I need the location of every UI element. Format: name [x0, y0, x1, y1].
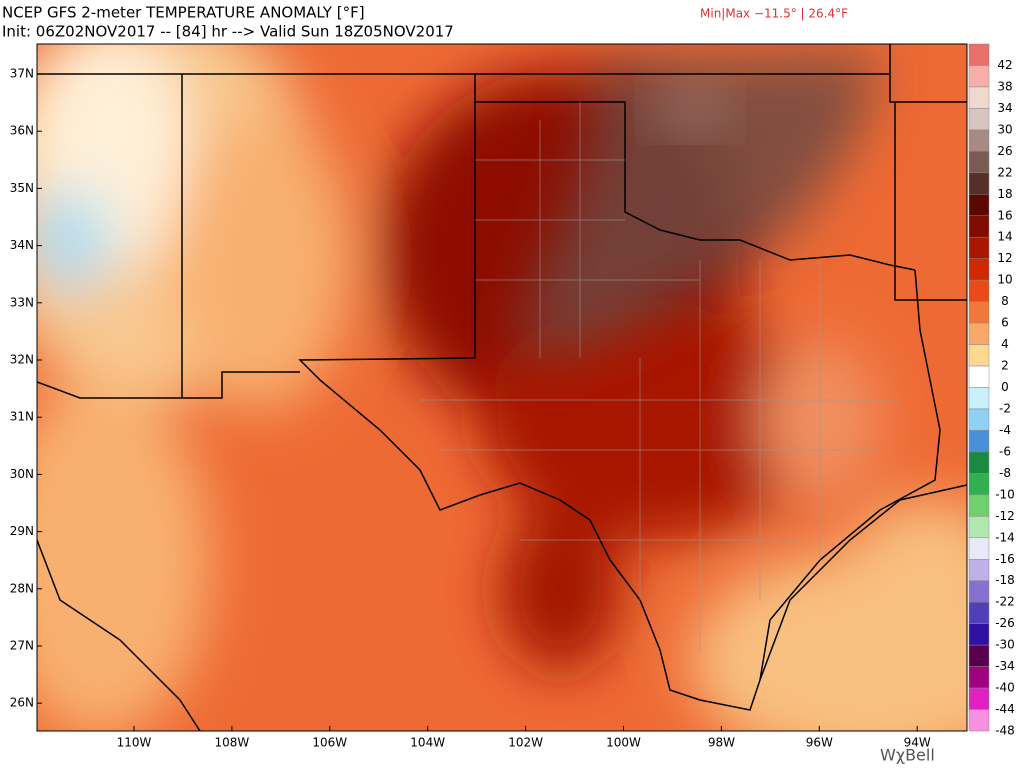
colorbar-label: 26 [997, 144, 1012, 158]
longitude-label: 108W [215, 736, 250, 750]
colorbar-swatch [968, 709, 990, 732]
colorbar-swatch [968, 666, 990, 689]
colorbar-label: 12 [997, 251, 1012, 265]
colorbar-swatch [968, 601, 990, 624]
longitude-label: 100W [606, 736, 641, 750]
colorbar-label: -44 [995, 702, 1015, 716]
longitude-label: 98W [708, 736, 735, 750]
colorbar-swatch [968, 86, 990, 109]
colorbar-label: -10 [995, 487, 1015, 501]
colorbar-label: -6 [999, 444, 1011, 458]
colorbar-swatch [968, 43, 990, 66]
min-max: Min|Max −11.5° | 26.4°F [700, 7, 848, 21]
colorbar-swatch [968, 151, 990, 174]
colorbar-label: 38 [997, 79, 1012, 93]
latitude-label: 30N [10, 467, 34, 481]
latitude-label: 28N [10, 581, 34, 595]
colorbar-swatch [968, 129, 990, 152]
colorbar-label: 34 [997, 101, 1012, 115]
latitude-label: 34N [10, 238, 34, 252]
init-line: Init: 06Z02NOV2017 -- [84] hr --> Valid … [2, 23, 454, 41]
colorbar-swatch [968, 194, 990, 216]
colorbar-label: 2 [1001, 359, 1009, 373]
colorbar-label: -30 [995, 638, 1015, 652]
logo: WχBell [880, 746, 935, 765]
colorbar-swatch [968, 687, 990, 710]
latitude-label: 27N [10, 639, 34, 653]
map-frame [36, 43, 968, 732]
colorbar-swatch [968, 473, 990, 496]
colorbar-label: -34 [995, 659, 1015, 673]
colorbar-label: 22 [997, 165, 1012, 179]
longitude-label: 96W [806, 736, 833, 750]
colorbar-swatch [968, 494, 990, 517]
latitude-label: 35N [10, 181, 34, 195]
colorbar-label: -8 [999, 466, 1011, 480]
colorbar-label: 8 [1001, 294, 1009, 308]
colorbar-label: -48 [995, 724, 1015, 738]
colorbar-swatch [968, 451, 990, 474]
longitude-label: 102W [508, 736, 543, 750]
colorbar-swatch [968, 65, 990, 88]
longitude-label: 106W [312, 736, 347, 750]
colorbar-swatch [968, 258, 990, 281]
colorbar-label: -18 [995, 573, 1015, 587]
title: NCEP GFS 2-meter TEMPERATURE ANOMALY [°F… [2, 4, 365, 22]
latitude-label: 29N [10, 524, 34, 538]
colorbar-swatch [968, 108, 990, 131]
colorbar-swatch [968, 322, 990, 345]
colorbar-swatch [968, 172, 990, 195]
longitude-label: 110W [117, 736, 152, 750]
colorbar-swatch [968, 301, 990, 324]
colorbar-label: 30 [997, 122, 1012, 136]
colorbar-swatch [968, 430, 990, 453]
colorbar-label: -40 [995, 681, 1015, 695]
colorbar-label: 16 [997, 208, 1012, 222]
colorbar-swatch [968, 215, 990, 238]
longitude-label: 94W [904, 736, 931, 750]
colorbar-label: 4 [1001, 337, 1009, 351]
colorbar-swatch [968, 644, 990, 667]
colorbar-label: -22 [995, 595, 1015, 609]
colorbar-swatch [968, 408, 990, 431]
colorbar-swatch [968, 236, 990, 259]
colorbar-label: -4 [999, 423, 1011, 437]
colorbar-label: 0 [1001, 380, 1009, 394]
latitude-label: 37N [10, 67, 34, 81]
colorbar-swatch [968, 559, 990, 581]
colorbar-label: 10 [997, 273, 1012, 287]
colorbar-label: 18 [997, 187, 1012, 201]
latitude-label: 32N [10, 353, 34, 367]
colorbar-label: 42 [997, 58, 1012, 72]
colorbar-label: -12 [995, 509, 1015, 523]
longitude-label: 104W [410, 736, 445, 750]
colorbar-swatch [968, 279, 990, 302]
colorbar-label: 6 [1001, 316, 1009, 330]
latitude-label: 31N [10, 410, 34, 424]
colorbar-swatch [968, 537, 990, 560]
latitude-label: 36N [10, 124, 34, 138]
latitude-label: 33N [10, 295, 34, 309]
colorbar-swatch [968, 365, 990, 388]
latitude-label: 26N [10, 696, 34, 710]
colorbar-label: -16 [995, 552, 1015, 566]
colorbar-label: 14 [997, 230, 1012, 244]
colorbar-swatch [968, 580, 990, 603]
colorbar-swatch [968, 344, 990, 367]
colorbar-swatch [968, 516, 990, 539]
colorbar-swatch [968, 387, 990, 410]
colorbar-swatch [968, 623, 990, 646]
colorbar-label: -2 [999, 401, 1011, 415]
labels: 37N 36N 35N 34N 33N 32N 31N 30N 29N 28N 27N 26N 110W… [10, 43, 1015, 750]
colorbar-label: -14 [995, 530, 1015, 544]
colorbar-label: -26 [995, 616, 1015, 630]
